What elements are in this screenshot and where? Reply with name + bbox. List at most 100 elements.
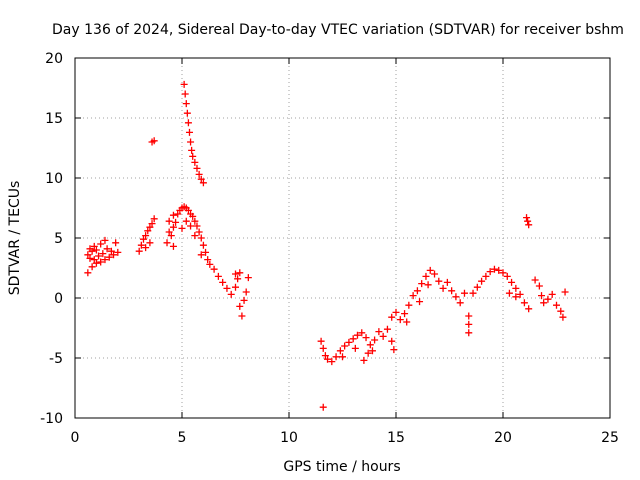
- data-point: [139, 235, 147, 243]
- data-point: [422, 272, 430, 280]
- data-point: [88, 247, 96, 255]
- grid-lines: [75, 58, 610, 418]
- data-point: [424, 281, 432, 289]
- data-point: [456, 299, 464, 307]
- data-point: [202, 248, 210, 256]
- data-point: [195, 228, 203, 236]
- y-tick-label: 0: [54, 291, 63, 307]
- data-point: [486, 268, 494, 276]
- x-tick-labels: 0 5 10 15 20 25: [71, 430, 619, 446]
- data-point: [92, 246, 100, 254]
- data-point: [548, 290, 556, 298]
- data-point: [505, 289, 513, 297]
- data-point: [178, 224, 186, 232]
- data-point: [197, 175, 205, 183]
- data-point: [88, 263, 96, 271]
- data-point: [332, 353, 340, 361]
- data-point: [523, 214, 531, 222]
- data-point: [142, 232, 150, 240]
- data-point: [101, 236, 109, 244]
- y-axis-label: SDTVAR / TECUs: [7, 181, 23, 296]
- x-tick-label: 5: [178, 430, 187, 446]
- x-tick-label: 20: [494, 430, 512, 446]
- y-tick-label: -10: [40, 411, 63, 427]
- data-point: [465, 320, 473, 328]
- data-point: [366, 341, 374, 349]
- data-point: [150, 215, 158, 223]
- data-point: [169, 242, 177, 250]
- data-point: [184, 206, 192, 214]
- data-point: [418, 280, 426, 288]
- data-point: [540, 299, 548, 307]
- data-point: [242, 288, 250, 296]
- data-point: [390, 346, 398, 354]
- data-point: [206, 260, 214, 268]
- data-point: [473, 283, 481, 291]
- data-point: [478, 277, 486, 285]
- chart-title: Day 136 of 2024, Sidereal Day-to-day VTE…: [52, 22, 624, 38]
- data-point: [403, 318, 411, 326]
- data-point: [448, 287, 456, 295]
- data-point: [180, 80, 188, 88]
- data-point: [482, 272, 490, 280]
- data-point: [561, 288, 569, 296]
- data-point: [244, 274, 252, 282]
- data-point: [435, 277, 443, 285]
- axis-ticks: [74, 57, 611, 419]
- data-point: [191, 217, 199, 225]
- data-point: [538, 292, 546, 300]
- data-point: [431, 270, 439, 278]
- data-point: [199, 241, 207, 249]
- x-tick-label: 15: [387, 430, 405, 446]
- data-point: [392, 308, 400, 316]
- data-point: [185, 128, 193, 136]
- data-point: [413, 287, 421, 295]
- data-point: [495, 266, 503, 274]
- data-point: [197, 234, 205, 242]
- data-point: [465, 312, 473, 320]
- data-point: [328, 358, 336, 366]
- data-point: [508, 278, 516, 286]
- data-point: [319, 403, 327, 411]
- data-point: [183, 109, 191, 117]
- data-point: [99, 250, 107, 258]
- data-point: [144, 227, 152, 235]
- data-point: [142, 244, 150, 252]
- data-point: [167, 232, 175, 240]
- data-point: [103, 245, 111, 253]
- y-tick-label: 20: [45, 51, 63, 67]
- data-point: [169, 223, 177, 231]
- data-point: [195, 170, 203, 178]
- data-point: [353, 331, 361, 339]
- data-point: [559, 313, 567, 321]
- data-point: [107, 247, 115, 255]
- y-tick-label: -5: [49, 351, 63, 367]
- data-point: [460, 289, 468, 297]
- data-point: [375, 328, 383, 336]
- data-point: [172, 218, 180, 226]
- data-point: [105, 253, 113, 261]
- data-point: [439, 284, 447, 292]
- data-point: [240, 296, 248, 304]
- data-point: [189, 212, 197, 220]
- data-point: [364, 349, 372, 357]
- data-point: [182, 100, 190, 108]
- data-point: [193, 164, 201, 172]
- data-point: [232, 283, 239, 291]
- data-point: [146, 239, 154, 247]
- data-point: [227, 290, 235, 298]
- data-points: [84, 80, 569, 411]
- data-point: [84, 251, 92, 259]
- data-point: [396, 316, 404, 324]
- data-point: [95, 252, 103, 260]
- data-point: [236, 302, 244, 310]
- y-tick-label: 5: [54, 231, 63, 247]
- data-point: [503, 272, 511, 280]
- data-point: [236, 269, 244, 277]
- data-point: [219, 278, 227, 286]
- data-point: [465, 329, 473, 337]
- data-point: [321, 352, 329, 360]
- data-point: [223, 284, 231, 292]
- data-point: [553, 301, 560, 309]
- data-point: [388, 313, 396, 321]
